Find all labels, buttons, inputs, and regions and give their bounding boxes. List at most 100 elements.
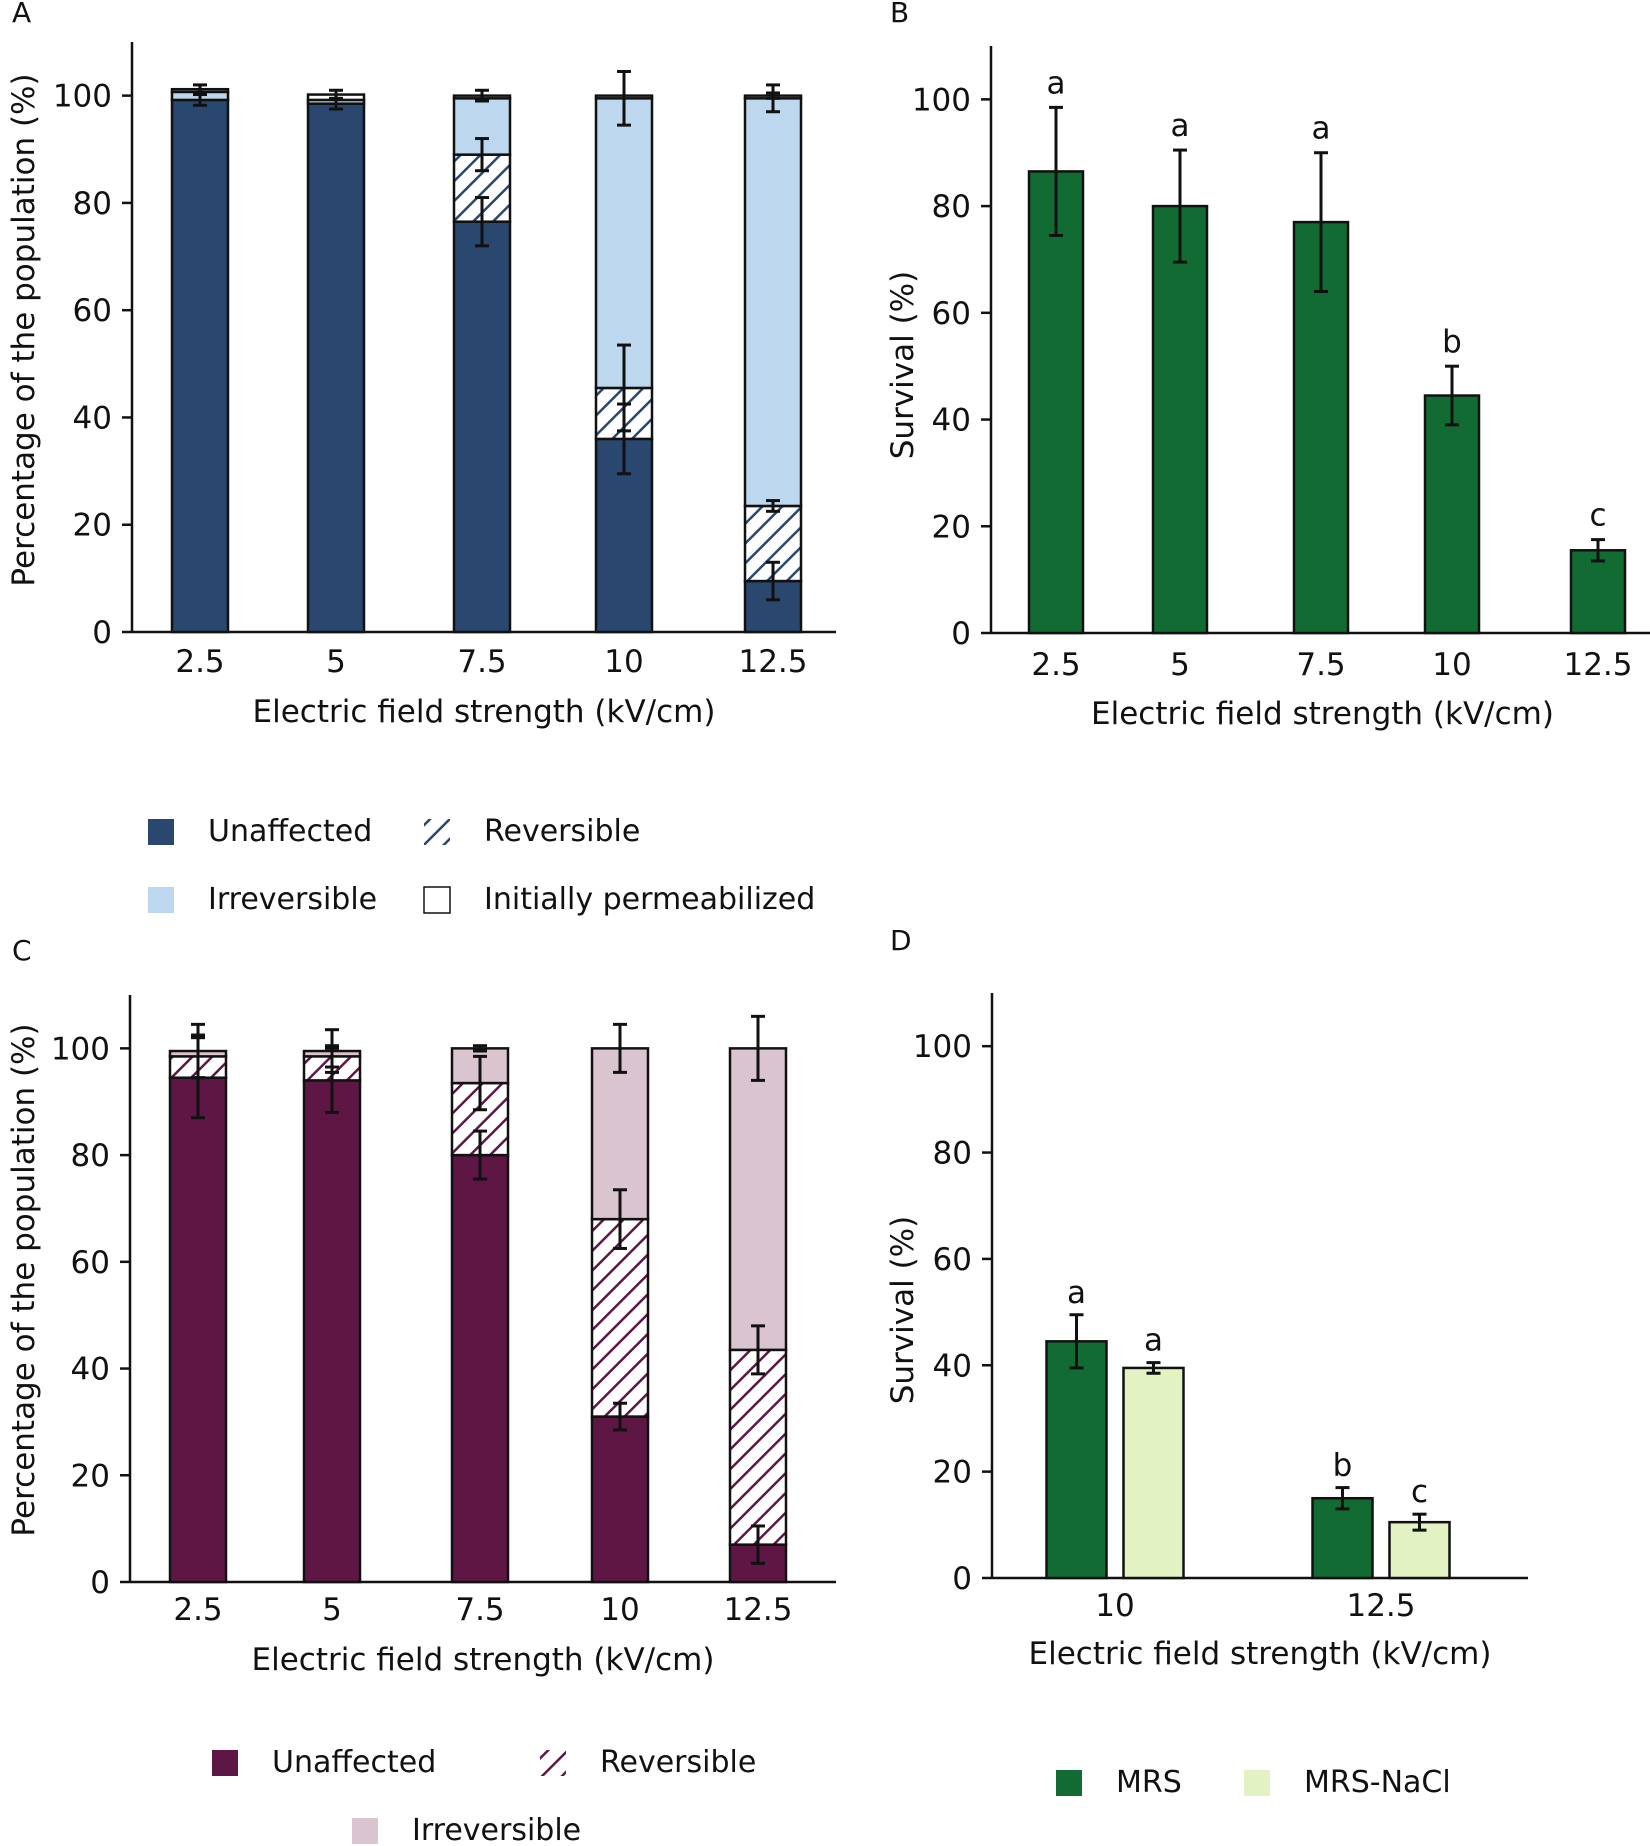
x-tick-label: 12.5 bbox=[1563, 647, 1632, 683]
x-axis-title: Electric field strength (kV/cm) bbox=[253, 694, 716, 730]
y-axis-title: Survival (%) bbox=[885, 271, 921, 459]
bar-irreversible bbox=[743, 97, 803, 508]
y-tick-label: 80 bbox=[933, 1136, 972, 1172]
x-tick-label: 2.5 bbox=[1031, 647, 1080, 683]
x-tick-label: 5 bbox=[326, 644, 346, 680]
significance-letter: b bbox=[1442, 324, 1462, 360]
y-tick-label: 20 bbox=[71, 1458, 110, 1494]
bar-mrs bbox=[1311, 1496, 1374, 1580]
panel-letter: C bbox=[12, 934, 32, 967]
y-tick-label: 60 bbox=[932, 296, 971, 332]
bar-unaffected bbox=[590, 1415, 650, 1584]
x-tick-label: 10 bbox=[604, 644, 643, 680]
x-tick-label: 12.5 bbox=[1346, 1588, 1415, 1624]
legend-label: Initially permeabilized bbox=[484, 882, 815, 917]
bar-mrs-nacl bbox=[1122, 1366, 1185, 1580]
y-tick-label: 0 bbox=[952, 1561, 972, 1597]
bar-survival bbox=[1423, 394, 1481, 635]
x-axis-title: Electric field strength (kV/cm) bbox=[1029, 1636, 1492, 1672]
x-tick-label: 7.5 bbox=[455, 1592, 504, 1628]
x-tick-label: 10 bbox=[600, 1592, 639, 1628]
legend-swatch bbox=[148, 887, 174, 913]
x-tick-label: 7.5 bbox=[457, 644, 506, 680]
y-axis-title: Percentage of the population (%) bbox=[6, 1023, 42, 1536]
y-tick-label: 20 bbox=[933, 1455, 972, 1491]
y-tick-label: 100 bbox=[912, 82, 971, 118]
bar-unaffected bbox=[302, 1079, 362, 1584]
legend-label: MRS bbox=[1116, 1765, 1182, 1800]
significance-letter: a bbox=[1047, 65, 1066, 101]
y-tick-label: 80 bbox=[932, 189, 971, 225]
legend-label: Reversible bbox=[484, 814, 640, 849]
x-tick-label: 5 bbox=[322, 1592, 342, 1628]
legend-label: Irreversible bbox=[208, 882, 377, 917]
legend-label: MRS-NaCl bbox=[1304, 1765, 1451, 1800]
x-tick-label: 10 bbox=[1432, 647, 1471, 683]
legend-swatch bbox=[212, 1750, 238, 1776]
legend-swatch bbox=[148, 819, 174, 845]
panel-d: D 0 20 40 60 80 100 10 12.5 Electric field streng… bbox=[885, 924, 1528, 1800]
y-tick-label: 40 bbox=[932, 403, 971, 439]
y-tick-label: 80 bbox=[73, 186, 112, 222]
x-tick-label: 2.5 bbox=[173, 1592, 222, 1628]
legend-swatch bbox=[1244, 1770, 1270, 1796]
y-tick-label: 60 bbox=[933, 1242, 972, 1278]
y-tick-label: 40 bbox=[933, 1348, 972, 1384]
y-axis-title: Survival (%) bbox=[885, 1216, 921, 1404]
panel-a: A 0 20 40 60 80 100 2.5 5 7.5 10 12.5 Electric field… bbox=[6, 0, 836, 917]
x-tick-label: 12.5 bbox=[738, 644, 807, 680]
bar-irreversible bbox=[728, 1047, 788, 1352]
y-tick-label: 20 bbox=[73, 508, 112, 544]
panel-letter: D bbox=[890, 924, 912, 957]
significance-letter: a bbox=[1067, 1275, 1086, 1311]
y-tick-label: 60 bbox=[71, 1245, 110, 1281]
legend-label: Irreversible bbox=[412, 1813, 581, 1846]
legend-swatch bbox=[423, 886, 451, 914]
bar-unaffected bbox=[450, 1153, 510, 1584]
x-tick-label: 10 bbox=[1095, 1588, 1134, 1624]
panel-letter: B bbox=[890, 0, 909, 29]
y-tick-label: 100 bbox=[53, 79, 112, 115]
x-tick-label: 12.5 bbox=[723, 1592, 792, 1628]
y-tick-label: 100 bbox=[913, 1029, 972, 1065]
x-axis-title: Electric field strength (kV/cm) bbox=[252, 1642, 715, 1678]
y-tick-label: 0 bbox=[951, 616, 971, 652]
legend-swatch bbox=[424, 819, 450, 845]
legend-swatch bbox=[540, 1750, 566, 1776]
y-tick-label: 20 bbox=[932, 509, 971, 545]
bar-unaffected bbox=[168, 1076, 228, 1584]
y-tick-label: 60 bbox=[73, 293, 112, 329]
significance-letter: a bbox=[1312, 111, 1331, 147]
y-tick-label: 100 bbox=[51, 1031, 110, 1067]
bar-reversible bbox=[728, 1348, 788, 1546]
bar-survival bbox=[1569, 549, 1627, 635]
significance-letter: b bbox=[1333, 1448, 1353, 1484]
significance-letter: c bbox=[1589, 498, 1606, 534]
x-tick-label: 5 bbox=[1170, 647, 1190, 683]
x-tick-label: 7.5 bbox=[1296, 647, 1345, 683]
legend-swatch bbox=[1056, 1770, 1082, 1796]
legend-label: Reversible bbox=[600, 1745, 756, 1780]
bar-unaffected bbox=[170, 98, 230, 634]
bar-survival bbox=[1151, 204, 1209, 635]
y-tick-label: 0 bbox=[92, 615, 112, 651]
y-tick-label: 0 bbox=[90, 1565, 110, 1601]
x-axis-title: Electric field strength (kV/cm) bbox=[1091, 696, 1554, 732]
bar-survival bbox=[1027, 170, 1085, 635]
bar-unaffected bbox=[306, 102, 366, 634]
bar-irreversible bbox=[594, 97, 654, 390]
significance-letter: a bbox=[1171, 108, 1190, 144]
y-axis-title: Percentage of the population (%) bbox=[6, 73, 42, 586]
y-tick-label: 40 bbox=[73, 400, 112, 436]
significance-letter: c bbox=[1411, 1474, 1428, 1510]
legend-label: Unaffected bbox=[208, 814, 372, 849]
significance-letter: a bbox=[1144, 1323, 1163, 1359]
legend-label: Unaffected bbox=[272, 1745, 436, 1780]
panel-letter: A bbox=[12, 0, 31, 29]
legend-swatch bbox=[352, 1818, 378, 1844]
bar-unaffected bbox=[452, 220, 512, 634]
x-tick-label: 2.5 bbox=[175, 644, 224, 680]
